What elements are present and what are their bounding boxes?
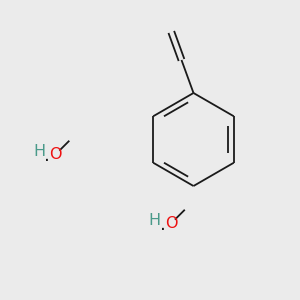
Text: .: .	[44, 146, 50, 165]
Text: H: H	[148, 213, 160, 228]
Text: O: O	[165, 216, 177, 231]
Text: O: O	[49, 147, 62, 162]
Text: H: H	[33, 144, 45, 159]
Text: .: .	[160, 214, 166, 234]
